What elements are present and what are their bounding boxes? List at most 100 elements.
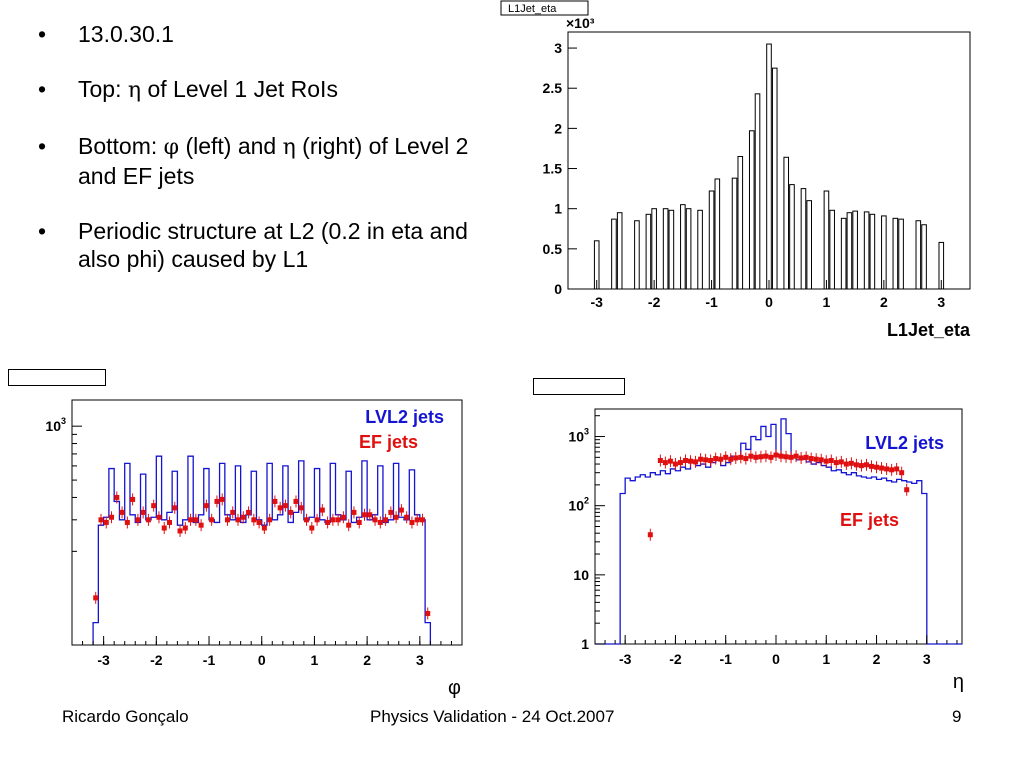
ef-jets-point <box>783 454 789 460</box>
ef-jets-point <box>209 517 215 523</box>
ef-jets-point <box>377 519 383 525</box>
x-tick-label: -2 <box>150 652 163 668</box>
title-box <box>500 0 589 16</box>
l1jet-eta-histogram: L1Jet_eta ×10³ -3 -2 -1 0 1 2 3 0 0.5 1 1.5 2 2.5 3 L1Je… <box>500 0 971 340</box>
ef-jets-point <box>398 507 404 513</box>
ef-jets-point <box>267 517 273 523</box>
bullet-top: • Top: η of Level 1 Jet RoIs <box>38 75 478 105</box>
ef-jets-point <box>119 509 125 515</box>
ef-jets-point <box>848 460 854 466</box>
ef-jets-point <box>335 517 341 523</box>
ef-jets-point <box>282 503 288 509</box>
eta-histogram: -3 -2 -1 0 1 2 3 1 10 102 103 LVL2 jets EF jets η <box>568 408 964 693</box>
y-tick-label: 0 <box>554 281 562 297</box>
ef-jets-point <box>393 514 399 520</box>
bullet-bottom-mid: (left) and <box>179 133 283 159</box>
legend-ef: EF jets <box>840 510 899 530</box>
ef-jets-point <box>863 462 869 468</box>
ef-jets-point <box>298 505 304 511</box>
ef-jets-point <box>838 459 844 465</box>
histogram-bar <box>754 93 761 290</box>
y-tick-label: 2.5 <box>543 80 563 96</box>
ef-jets-point <box>738 454 744 460</box>
histogram-bar <box>662 208 669 290</box>
y-tick-exponent: 3 <box>584 427 589 437</box>
y-tick-exponent: 3 <box>61 416 66 426</box>
ef-jets-point <box>161 525 167 531</box>
ef-jets-point <box>198 522 204 528</box>
ef-jets-point <box>768 454 774 460</box>
ef-jets-point <box>798 455 804 461</box>
x-axis-label: φ <box>448 677 461 699</box>
bullet-list: • 13.0.30.1 • Top: η of Level 1 Jet RoIs… <box>38 20 478 300</box>
ef-jets-point <box>904 487 910 493</box>
bullet-bottom-phi: φ <box>163 135 180 160</box>
histogram-bar <box>611 218 617 290</box>
ef-jets-point <box>167 519 172 525</box>
ef-jets-point <box>203 503 209 509</box>
bullet-periodic: • Periodic structure at L2 (0.2 in eta a… <box>38 217 478 273</box>
ef-jets-point <box>419 517 425 523</box>
ef-jets-point <box>688 458 694 464</box>
histogram-bar <box>846 212 853 290</box>
x-axis-label: L1Jet_eta <box>887 320 971 340</box>
bullet-bottom-eta: η <box>282 135 296 160</box>
ef-jets-point <box>172 505 178 511</box>
ef-jets-point <box>219 496 225 502</box>
ef-jets-point <box>723 454 729 460</box>
ef-jets-point <box>713 456 719 462</box>
ef-jets-point <box>647 532 653 538</box>
ef-jets-point <box>813 456 819 462</box>
ef-jets-point <box>828 458 834 464</box>
ef-jets-point <box>372 517 378 523</box>
ef-jets-point <box>98 517 104 523</box>
bullet-version-text: 13.0.30.1 <box>78 21 174 47</box>
histogram-bar <box>714 178 721 290</box>
ef-jets-point <box>145 517 151 523</box>
histogram-bar <box>863 211 870 290</box>
histogram-bar <box>829 209 835 290</box>
x-tick-label: 1 <box>823 294 831 310</box>
ef-jets-point <box>304 517 310 523</box>
y-tick-label: 10 <box>573 567 589 583</box>
ef-jets-point <box>758 454 764 460</box>
legend-lvl2: LVL2 jets <box>365 407 444 427</box>
ef-jets-point <box>351 509 357 515</box>
ef-jets-point <box>177 528 183 534</box>
x-tick-label: -2 <box>669 651 682 667</box>
ef-jets-point <box>109 514 115 520</box>
ef-jets-point <box>657 458 663 464</box>
ef-jets-point <box>230 509 236 515</box>
ef-jets-point <box>93 595 99 601</box>
x-tick-label: -1 <box>705 294 718 310</box>
ef-jets-point <box>788 454 794 460</box>
histogram-bar <box>697 209 703 290</box>
ef-jets-point <box>319 507 325 513</box>
ef-jets-point <box>853 462 859 468</box>
chart-title: L1Jet_eta <box>508 3 557 15</box>
plot-frame <box>71 399 463 646</box>
stats-box-left <box>8 369 106 386</box>
ef-jets-point <box>803 454 809 460</box>
x-axis-label: η <box>953 671 964 693</box>
ef-jets-point <box>698 456 704 462</box>
bullet-top-eta: η <box>127 78 142 103</box>
y-tick-label: 103 <box>45 416 66 434</box>
y-tick-label: 1 <box>554 201 562 217</box>
histogram-bar <box>616 212 623 290</box>
x-tick-label: 3 <box>416 652 424 668</box>
ef-jets-point <box>753 454 759 460</box>
ef-jets-point <box>409 519 415 525</box>
bullet-periodic-text: Periodic structure at L2 (0.2 in eta and… <box>78 218 468 272</box>
x-tick-label: 0 <box>772 651 780 667</box>
footer-page-number: 9 <box>952 707 962 726</box>
ef-jets-point <box>708 458 714 464</box>
ef-jets-point <box>256 519 262 525</box>
ef-jets-point <box>889 467 895 473</box>
y-tick-label: 2 <box>554 120 562 136</box>
lvl2-jets-step <box>595 418 962 645</box>
bullet-bottom: • Bottom: φ (left) and η (right) of Leve… <box>38 132 478 190</box>
y-multiplier: ×10³ <box>566 15 595 31</box>
bullet-dot: • <box>38 76 47 102</box>
bullet-bottom-post: (right) of Level 2 and EF jets <box>78 133 469 189</box>
